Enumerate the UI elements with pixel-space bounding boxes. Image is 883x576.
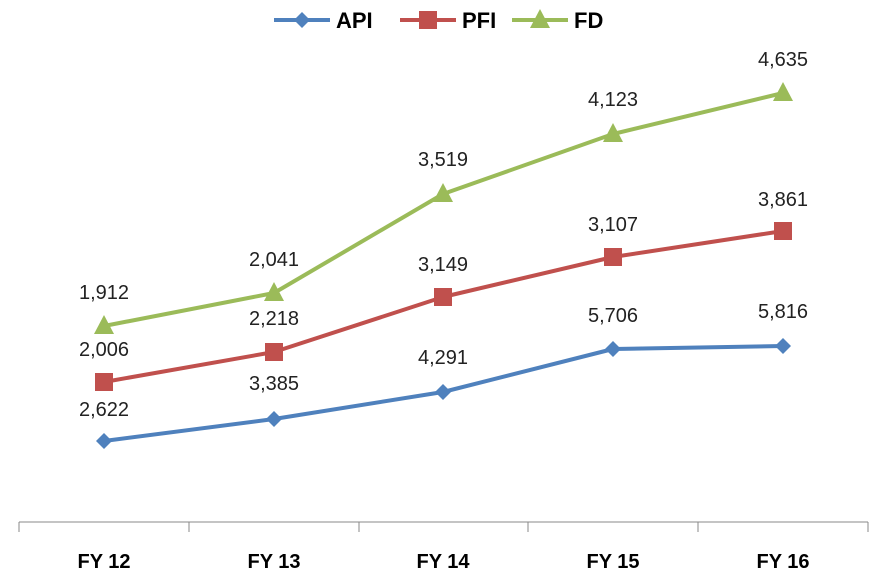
data-label-api-0: 2,622 — [79, 399, 129, 421]
point-fd-4 — [773, 82, 793, 101]
data-labels: 2,622 3,385 4,291 5,706 5,816 2,006 2,218 3,149… — [79, 49, 808, 421]
legend-marker-api — [294, 12, 310, 28]
legend-label-api: API — [336, 8, 373, 33]
x-tick-label-1: FY 13 — [248, 551, 301, 573]
data-label-pfi-1: 2,218 — [249, 308, 299, 330]
legend-marker-pfi — [419, 11, 437, 29]
data-label-pfi-0: 2,006 — [79, 339, 129, 361]
legend: API PFI FD — [274, 8, 603, 33]
point-pfi-3 — [604, 248, 622, 266]
data-label-pfi-3: 3,107 — [588, 214, 638, 236]
point-fd-2 — [433, 183, 453, 202]
point-api-4 — [775, 338, 791, 354]
point-api-0 — [96, 433, 112, 449]
data-label-pfi-2: 3,149 — [418, 254, 468, 276]
data-label-pfi-4: 3,861 — [758, 189, 808, 211]
legend-label-fd: FD — [574, 8, 603, 33]
point-fd-3 — [603, 123, 623, 142]
point-pfi-0 — [95, 373, 113, 391]
x-tick-label-2: FY 14 — [417, 551, 471, 573]
point-api-1 — [266, 411, 282, 427]
x-tick-label-0: FY 12 — [78, 551, 131, 573]
data-label-api-2: 4,291 — [418, 347, 468, 369]
legend-label-pfi: PFI — [462, 8, 496, 33]
data-label-api-4: 5,816 — [758, 301, 808, 323]
point-pfi-4 — [774, 222, 792, 240]
data-label-fd-1: 2,041 — [249, 249, 299, 271]
point-pfi-2 — [434, 288, 452, 306]
data-label-fd-4: 4,635 — [758, 49, 808, 71]
point-api-3 — [605, 341, 621, 357]
data-label-fd-2: 3,519 — [418, 149, 468, 171]
point-fd-1 — [264, 282, 284, 301]
point-api-2 — [435, 384, 451, 400]
legend-marker-fd — [530, 9, 550, 28]
x-tick-label-4: FY 16 — [757, 551, 810, 573]
x-tick-label-3: FY 15 — [587, 551, 640, 573]
series-layer — [94, 82, 793, 449]
point-fd-0 — [94, 315, 114, 334]
data-label-fd-3: 4,123 — [588, 89, 638, 111]
point-pfi-1 — [265, 343, 283, 361]
data-label-api-1: 3,385 — [249, 373, 299, 395]
data-label-fd-0: 1,912 — [79, 282, 129, 304]
data-label-api-3: 5,706 — [588, 305, 638, 327]
x-axis: FY 12 FY 13 FY 14 FY 15 FY 16 — [18, 521, 869, 573]
